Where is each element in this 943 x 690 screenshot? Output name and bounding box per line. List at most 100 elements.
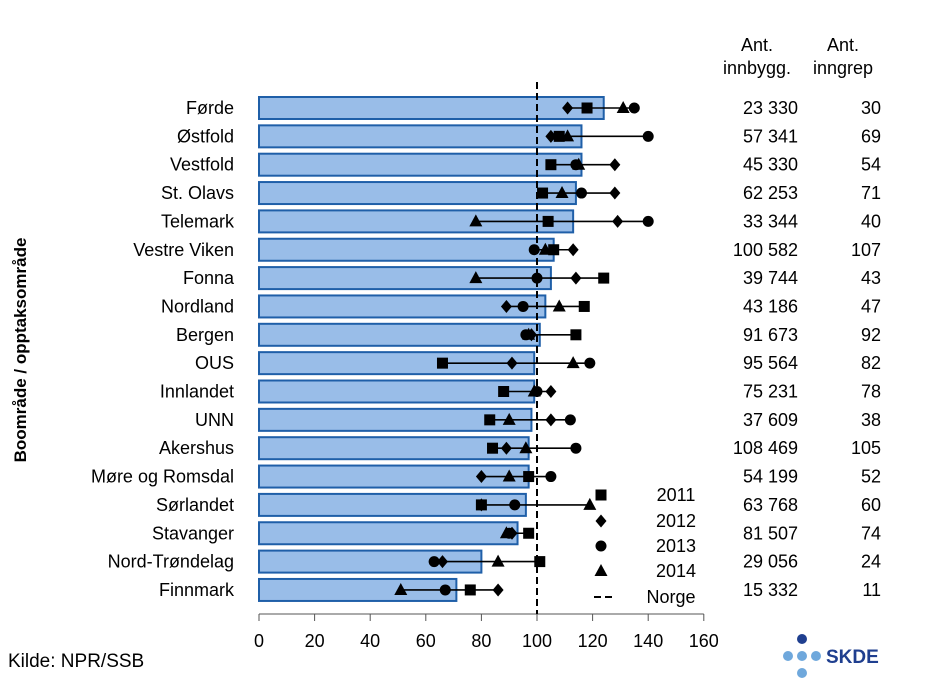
- marker-2013-row-2: [642, 130, 654, 142]
- inngrep-row-16: 74: [861, 523, 881, 543]
- marker-2013-row-4: [575, 187, 587, 199]
- marker-2011-row-6: [548, 244, 560, 256]
- innbyggere-row-5: 33 344: [743, 211, 798, 231]
- marker-2013-row-7: [531, 272, 543, 284]
- logo-dot-bottom: [797, 668, 807, 678]
- marker-2014-row-15: [583, 497, 597, 510]
- logo-dot-left: [783, 651, 793, 661]
- bar-row-2: [258, 124, 583, 149]
- bar-row-1: [258, 96, 605, 120]
- table-header-1-line-2: innbygg.: [723, 58, 791, 78]
- marker-2014-row-16: [499, 526, 513, 539]
- x-tick-label-80: 80: [471, 631, 491, 651]
- marker-2012-row-2: [545, 129, 557, 143]
- x-tick-label-20: 20: [305, 631, 325, 651]
- logo-dot-right: [811, 651, 821, 661]
- marker-2012-row-8: [500, 299, 512, 313]
- marker-2013-row-6: [528, 244, 540, 256]
- inngrep-row-14: 52: [861, 467, 881, 487]
- marker-2012-row-17: [436, 555, 448, 569]
- marker-2014-row-6: [538, 242, 552, 255]
- inngrep-row-10: 82: [861, 353, 881, 373]
- category-label-row-12: UNN: [195, 410, 234, 430]
- innbyggere-row-7: 39 744: [743, 268, 798, 288]
- innbyggere-row-18: 15 332: [743, 580, 798, 600]
- value-table: 23 330 30 57 341 69 45 330 54 62 253 71 33 344 40…: [723, 35, 881, 600]
- legend-label-2014: 2014: [656, 561, 696, 581]
- inngrep-row-9: 92: [861, 325, 881, 345]
- table-header-2-line-1: Ant.: [827, 35, 859, 55]
- marker-2014-row-5: [469, 214, 483, 227]
- marker-2014-row-13: [519, 441, 533, 454]
- innbyggere-row-14: 54 199: [743, 467, 798, 487]
- category-label-row-11: Innlandet: [160, 382, 234, 402]
- category-label-row-1: Førde: [186, 98, 234, 118]
- marker-2011-row-18: [464, 584, 476, 596]
- x-tick-label-60: 60: [416, 631, 436, 651]
- marker-2012-row-4: [609, 186, 621, 200]
- marker-2011-row-1: [581, 102, 593, 114]
- marker-2013-row-18: [439, 584, 451, 596]
- innbyggere-row-2: 57 341: [743, 126, 798, 146]
- x-tick-label-40: 40: [360, 631, 380, 651]
- marker-2012-row-14: [475, 470, 487, 484]
- x-tick-label-0: 0: [254, 631, 264, 651]
- marker-2012-row-13: [500, 441, 512, 455]
- legend-marker-2014: [594, 564, 608, 576]
- marker-2014-row-9: [522, 327, 536, 340]
- marker-2012-row-11: [545, 385, 557, 398]
- legend-label-norge: Norge: [646, 587, 695, 607]
- innbyggere-row-4: 62 253: [743, 183, 798, 203]
- category-label-row-17: Nord-Trøndelag: [108, 552, 234, 572]
- marker-2011-row-5: [542, 215, 554, 227]
- marker-2013-row-1: [628, 102, 640, 114]
- inngrep-row-15: 60: [861, 495, 881, 515]
- category-label-row-9: Bergen: [176, 325, 234, 345]
- marker-2012-row-10: [506, 356, 518, 370]
- legend-marker-2012: [595, 514, 607, 528]
- marker-2011-row-8: [578, 300, 590, 312]
- x-tick-label-140: 140: [633, 631, 663, 651]
- category-label-row-7: Fonna: [183, 268, 235, 288]
- inngrep-row-4: 71: [861, 183, 881, 203]
- marker-2014-row-18: [394, 582, 408, 595]
- x-tick-label-160: 160: [689, 631, 719, 651]
- category-label-row-18: Finnmark: [159, 580, 235, 600]
- innbyggere-row-9: 91 673: [743, 325, 798, 345]
- category-label-row-10: OUS: [195, 353, 234, 373]
- bar-row-4: [258, 181, 577, 206]
- category-label-row-14: Møre og Romsdal: [91, 467, 234, 487]
- marker-2013-row-15: [509, 499, 521, 511]
- category-label-row-16: Stavanger: [152, 523, 234, 543]
- x-tick-label-120: 120: [578, 631, 608, 651]
- inngrep-row-7: 43: [861, 268, 881, 288]
- marker-2014-row-11: [527, 384, 541, 397]
- marker-2013-row-14: [545, 471, 557, 483]
- marker-2013-row-13: [570, 442, 582, 454]
- marker-2014-row-17: [491, 554, 505, 567]
- inngrep-row-12: 38: [861, 410, 881, 430]
- table-header-1-line-1: Ant.: [741, 35, 773, 55]
- marker-2011-row-2: [553, 130, 565, 142]
- marker-2012-row-7: [570, 271, 582, 285]
- marker-2012-row-5: [612, 214, 624, 228]
- marker-2011-row-7: [598, 272, 610, 284]
- marker-2013-row-12: [564, 414, 576, 426]
- x-axis: 0 20 40 60 80 100 120 140 160: [254, 613, 719, 651]
- category-label-row-4: St. Olavs: [161, 183, 234, 203]
- range-lines-group: [400, 107, 649, 591]
- marker-2011-row-12: [484, 414, 496, 426]
- innbyggere-row-11: 75 231: [743, 382, 798, 402]
- inngrep-row-5: 40: [861, 211, 881, 231]
- category-labels: Førde Østfold Vestfold St. Olavs Telemark Ves…: [91, 98, 235, 600]
- source-note: Kilde: NPR/SSB: [8, 651, 145, 672]
- marker-2012-row-6: [567, 243, 579, 257]
- marker-2012-row-1: [562, 101, 574, 115]
- bar-row-11: [258, 379, 536, 404]
- inngrep-row-2: 69: [861, 126, 881, 146]
- marker-2011-row-14: [523, 471, 535, 483]
- marker-2011-row-9: [570, 329, 582, 341]
- legend-marker-2011: [595, 489, 607, 501]
- inngrep-row-11: 78: [861, 382, 881, 402]
- inngrep-row-6: 107: [851, 240, 881, 260]
